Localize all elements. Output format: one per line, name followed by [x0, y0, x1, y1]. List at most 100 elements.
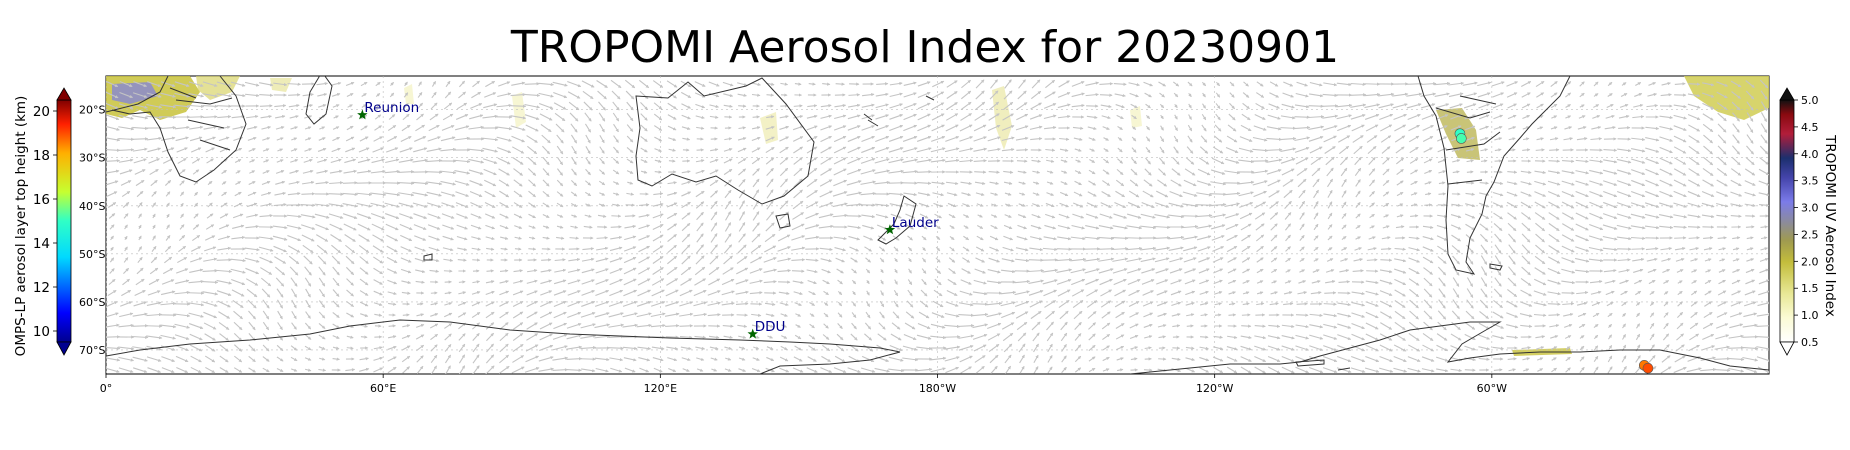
wind-arrow — [794, 82, 802, 86]
wind-arrow — [174, 81, 190, 87]
wind-arrow — [528, 247, 537, 251]
wind-arrow — [946, 91, 958, 99]
wind-arrow — [1043, 103, 1057, 109]
wind-arrow — [723, 93, 734, 98]
wind-arrow — [1043, 114, 1057, 120]
wind-arrow — [288, 93, 301, 97]
wind-arrow — [1434, 81, 1451, 86]
height-tick-label: 14 — [33, 236, 50, 252]
height-tick-label: 12 — [33, 280, 50, 296]
wind-arrow — [582, 90, 594, 100]
wind-arrow — [328, 192, 344, 196]
wind-arrow — [345, 81, 355, 87]
wind-arrow — [1058, 80, 1070, 88]
wind-arrow — [751, 93, 761, 97]
wind-arrow — [1536, 92, 1545, 98]
wind-arrow — [610, 79, 622, 89]
wind-arrow — [1228, 313, 1237, 317]
wind-arrow — [1174, 114, 1178, 120]
wind-arrow — [1294, 104, 1310, 109]
wind-arrow — [1731, 91, 1741, 99]
wind-arrow — [1350, 93, 1367, 97]
wind-arrow — [1130, 103, 1138, 109]
wind-arrow — [469, 114, 484, 120]
wind-arrow — [989, 101, 1000, 111]
wind-arrow — [1392, 103, 1408, 109]
wind-arrow — [174, 92, 191, 98]
wind-arrow — [1661, 81, 1671, 86]
wind-arrow — [1101, 115, 1111, 120]
wind-arrow — [723, 104, 733, 108]
wind-arrow — [132, 92, 148, 98]
wind-arrow — [834, 103, 847, 108]
wind-arrow — [875, 92, 889, 97]
wind-arrow — [875, 114, 890, 120]
site-label: Lauder — [892, 215, 939, 231]
site-label: Reunion — [364, 100, 419, 116]
wind-arrow — [903, 113, 917, 121]
wind-arrow — [1466, 170, 1474, 174]
wind-arrow — [960, 113, 972, 121]
wind-arrow — [455, 114, 469, 120]
wind-arrow — [1243, 81, 1249, 87]
wind-arrow — [301, 192, 316, 196]
wind-arrow — [1550, 80, 1558, 88]
wind-arrow — [612, 112, 620, 122]
wind-arrow — [1309, 93, 1324, 98]
wind-arrow — [1016, 113, 1029, 121]
wind-arrow — [1607, 93, 1613, 97]
wind-arrow — [709, 104, 720, 109]
wind-arrow — [1648, 82, 1657, 86]
wind-arrow — [1241, 113, 1251, 121]
wind-arrow — [1294, 115, 1311, 119]
wind-arrow — [403, 92, 409, 98]
wind-arrow — [230, 93, 246, 98]
height-colorbar: 10 12 14 16 18 20 OMPS-LP aerosol layer top h… — [13, 87, 72, 356]
wind-arrow — [569, 112, 579, 122]
wind-arrow — [1405, 82, 1423, 86]
wind-arrow — [1379, 113, 1394, 121]
wind-arrow — [1145, 103, 1151, 109]
wind-arrow — [1323, 302, 1337, 306]
wind-arrow — [917, 91, 931, 99]
map-frame — [105, 75, 1770, 375]
wind-arrow — [667, 114, 677, 120]
wind-arrow — [1702, 82, 1715, 87]
wind-arrow — [766, 115, 775, 119]
wind-arrow — [458, 80, 466, 88]
wind-arrow — [1045, 79, 1056, 89]
wind-arrow — [1350, 114, 1366, 120]
wind-arrow — [1673, 104, 1687, 109]
wind-arrow — [1322, 114, 1339, 119]
latitude-tick-label: 30°S — [79, 152, 105, 165]
wind-arrow — [1716, 81, 1729, 87]
wind-arrow — [1745, 90, 1755, 100]
wind-arrow — [1364, 103, 1381, 109]
wind-arrow — [598, 112, 606, 122]
wind-arrow — [1535, 80, 1545, 88]
wind-arrow — [1085, 81, 1100, 86]
omps-point — [1642, 362, 1654, 374]
wind-arrow — [1242, 92, 1250, 98]
wind-arrow — [1216, 81, 1220, 87]
wind-arrow — [538, 103, 554, 110]
wind-arrow — [1201, 113, 1207, 121]
wind-arrow — [246, 114, 259, 119]
wind-arrow — [1143, 81, 1153, 87]
wind-arrow — [1565, 92, 1572, 98]
wind-arrow — [708, 81, 720, 87]
wind-arrow — [1256, 92, 1265, 98]
wind-arrow — [779, 115, 789, 119]
wind-arrow — [188, 104, 205, 109]
wind-arrow — [332, 104, 340, 108]
wind-arrow — [1491, 81, 1505, 87]
wind-arrow — [1323, 82, 1338, 87]
wind-arrow — [1593, 104, 1600, 108]
wind-arrow — [1620, 92, 1628, 98]
wind-arrow — [1201, 81, 1207, 87]
wind-arrow — [402, 313, 410, 317]
wind-arrow — [106, 335, 121, 339]
wind-arrow — [834, 114, 847, 120]
wind-arrow — [1378, 103, 1394, 109]
